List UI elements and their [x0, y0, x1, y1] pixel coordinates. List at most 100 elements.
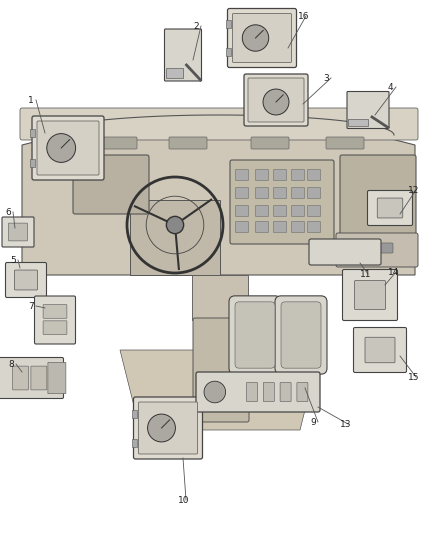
FancyBboxPatch shape	[233, 13, 292, 62]
Bar	[30, 129, 35, 137]
FancyBboxPatch shape	[326, 137, 364, 149]
FancyBboxPatch shape	[236, 188, 248, 198]
Text: 15: 15	[408, 373, 420, 382]
FancyBboxPatch shape	[32, 116, 104, 180]
FancyBboxPatch shape	[13, 366, 28, 390]
FancyBboxPatch shape	[196, 372, 320, 412]
FancyBboxPatch shape	[367, 190, 413, 225]
Bar	[166, 68, 183, 77]
FancyBboxPatch shape	[230, 160, 334, 244]
FancyBboxPatch shape	[275, 296, 327, 374]
FancyBboxPatch shape	[347, 92, 389, 128]
Polygon shape	[44, 115, 394, 135]
FancyBboxPatch shape	[309, 239, 381, 265]
FancyBboxPatch shape	[377, 198, 403, 218]
FancyBboxPatch shape	[193, 318, 249, 422]
FancyBboxPatch shape	[235, 302, 275, 368]
FancyBboxPatch shape	[73, 155, 149, 214]
FancyBboxPatch shape	[236, 169, 248, 181]
FancyBboxPatch shape	[0, 358, 64, 399]
FancyBboxPatch shape	[236, 222, 248, 232]
FancyBboxPatch shape	[307, 188, 321, 198]
Polygon shape	[130, 200, 220, 275]
FancyBboxPatch shape	[229, 296, 281, 374]
FancyBboxPatch shape	[292, 188, 304, 198]
Bar	[226, 20, 230, 28]
FancyBboxPatch shape	[251, 137, 289, 149]
Text: 4: 4	[388, 83, 394, 92]
Bar	[30, 159, 35, 167]
FancyBboxPatch shape	[236, 206, 248, 216]
FancyBboxPatch shape	[20, 108, 418, 140]
FancyBboxPatch shape	[165, 29, 201, 81]
FancyBboxPatch shape	[273, 206, 286, 216]
Bar	[226, 48, 230, 56]
Text: 3: 3	[323, 74, 329, 83]
FancyBboxPatch shape	[307, 206, 321, 216]
FancyBboxPatch shape	[353, 327, 406, 373]
FancyBboxPatch shape	[292, 206, 304, 216]
FancyBboxPatch shape	[354, 280, 385, 310]
FancyBboxPatch shape	[292, 169, 304, 181]
FancyBboxPatch shape	[134, 397, 202, 459]
FancyBboxPatch shape	[35, 296, 75, 344]
Text: 2: 2	[193, 22, 198, 31]
Polygon shape	[22, 135, 415, 275]
FancyBboxPatch shape	[307, 169, 321, 181]
Text: 7: 7	[28, 302, 34, 311]
Circle shape	[242, 25, 268, 51]
FancyBboxPatch shape	[273, 222, 286, 232]
FancyBboxPatch shape	[365, 337, 395, 363]
FancyBboxPatch shape	[336, 233, 418, 267]
Text: 10: 10	[178, 496, 190, 505]
FancyBboxPatch shape	[340, 155, 416, 234]
Polygon shape	[192, 275, 248, 320]
Text: 11: 11	[360, 270, 371, 279]
FancyBboxPatch shape	[138, 402, 198, 454]
FancyBboxPatch shape	[169, 137, 207, 149]
Text: 14: 14	[388, 268, 399, 277]
Text: 12: 12	[408, 186, 419, 195]
FancyBboxPatch shape	[255, 169, 268, 181]
Polygon shape	[120, 350, 320, 430]
FancyBboxPatch shape	[43, 305, 67, 318]
FancyBboxPatch shape	[247, 383, 258, 401]
FancyBboxPatch shape	[6, 262, 46, 297]
Circle shape	[166, 216, 184, 233]
FancyBboxPatch shape	[48, 362, 66, 394]
Text: 6: 6	[5, 208, 11, 217]
FancyBboxPatch shape	[37, 121, 99, 175]
FancyBboxPatch shape	[14, 270, 38, 290]
Circle shape	[47, 134, 76, 163]
FancyBboxPatch shape	[281, 302, 321, 368]
FancyBboxPatch shape	[43, 321, 67, 334]
FancyBboxPatch shape	[255, 222, 268, 232]
FancyBboxPatch shape	[343, 270, 398, 320]
FancyBboxPatch shape	[244, 74, 308, 126]
Text: 9: 9	[310, 418, 316, 427]
Text: 8: 8	[8, 360, 14, 369]
FancyBboxPatch shape	[280, 383, 291, 401]
Bar	[348, 119, 368, 126]
FancyBboxPatch shape	[273, 188, 286, 198]
Circle shape	[148, 414, 176, 442]
FancyBboxPatch shape	[273, 169, 286, 181]
FancyBboxPatch shape	[31, 366, 47, 390]
FancyBboxPatch shape	[307, 222, 321, 232]
Text: 16: 16	[298, 12, 310, 21]
Circle shape	[204, 381, 226, 403]
FancyBboxPatch shape	[255, 206, 268, 216]
FancyBboxPatch shape	[292, 222, 304, 232]
FancyBboxPatch shape	[227, 9, 297, 68]
FancyBboxPatch shape	[263, 383, 274, 401]
Circle shape	[263, 89, 289, 115]
Text: 5: 5	[10, 256, 16, 265]
FancyBboxPatch shape	[2, 217, 34, 247]
Bar	[131, 409, 137, 417]
FancyBboxPatch shape	[255, 188, 268, 198]
FancyBboxPatch shape	[369, 243, 393, 253]
FancyBboxPatch shape	[99, 137, 137, 149]
Text: 1: 1	[28, 96, 34, 105]
FancyBboxPatch shape	[248, 78, 304, 122]
Bar	[131, 439, 137, 447]
